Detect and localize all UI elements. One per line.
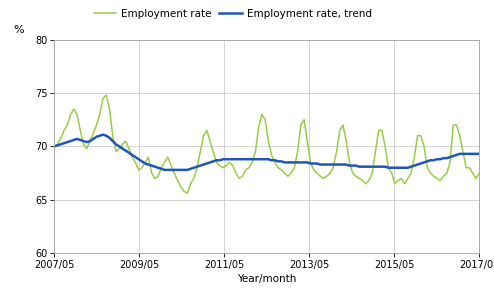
Employment rate (107, 107, 113, 111)
Legend: Employment rate, Employment rate, trend: Employment rate, Employment rate, trend (93, 9, 371, 19)
Employment rate, trend (201, 163, 206, 167)
Employment rate (188, 182, 194, 185)
X-axis label: Year/month: Year/month (237, 274, 296, 284)
Employment rate (51, 145, 57, 148)
Line: Employment rate: Employment rate (54, 95, 479, 193)
Employment rate (402, 182, 408, 185)
Employment rate, trend (87, 139, 93, 143)
Employment rate, trend (398, 166, 404, 170)
Employment rate (201, 134, 206, 138)
Employment rate, trend (100, 133, 106, 137)
Employment rate (184, 192, 190, 195)
Employment rate (103, 93, 109, 97)
Employment rate, trend (476, 152, 482, 156)
Employment rate, trend (402, 166, 408, 170)
Y-axis label: %: % (13, 25, 24, 35)
Employment rate, trend (51, 145, 57, 148)
Line: Employment rate, trend: Employment rate, trend (54, 135, 479, 170)
Employment rate, trend (188, 167, 194, 170)
Employment rate (476, 171, 482, 175)
Employment rate (87, 139, 93, 143)
Employment rate, trend (162, 168, 167, 172)
Employment rate, trend (107, 136, 113, 140)
Employment rate (398, 177, 404, 180)
